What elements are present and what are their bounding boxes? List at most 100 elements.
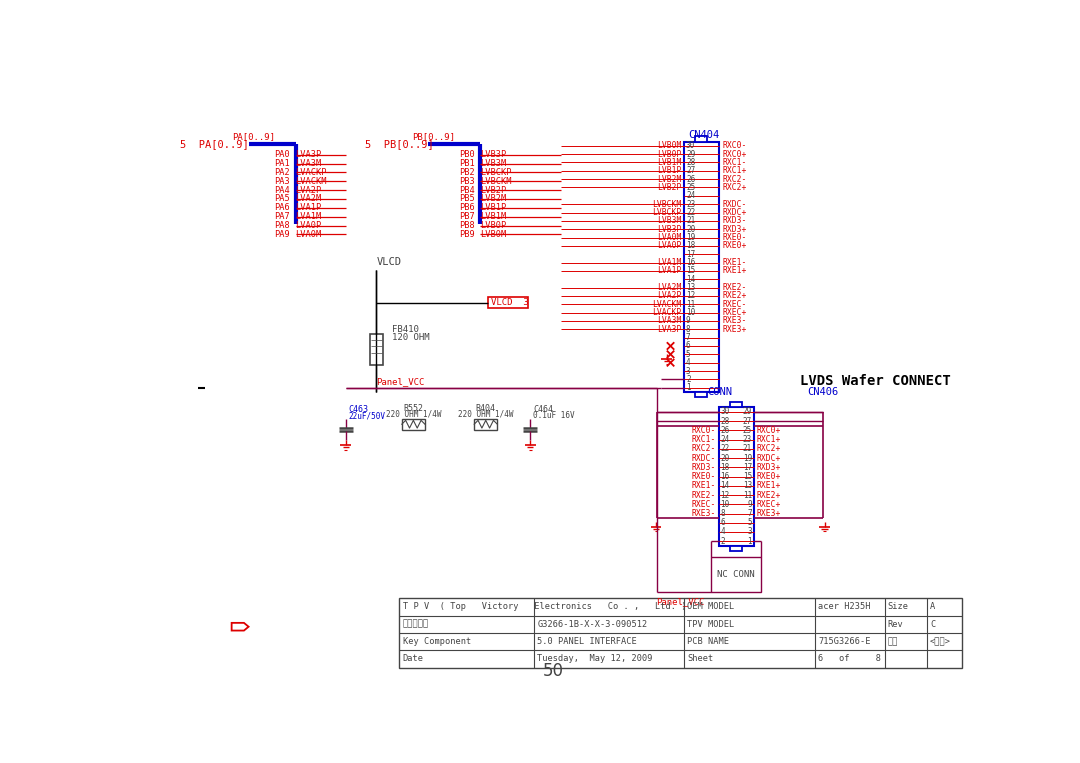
Text: 9: 9 bbox=[747, 500, 752, 509]
Text: 15: 15 bbox=[686, 266, 696, 275]
Text: RXC0-: RXC0- bbox=[691, 426, 716, 435]
Text: 26: 26 bbox=[720, 426, 730, 435]
Text: LVACKP: LVACKP bbox=[652, 308, 681, 317]
Text: 19: 19 bbox=[743, 453, 752, 462]
Text: PB8: PB8 bbox=[459, 221, 474, 230]
Text: LVB0P: LVB0P bbox=[657, 150, 681, 159]
Text: RXE2+: RXE2+ bbox=[723, 291, 746, 301]
Text: PA8: PA8 bbox=[274, 221, 289, 230]
Text: VLCD  3: VLCD 3 bbox=[491, 298, 529, 307]
Text: LVA0M: LVA0M bbox=[657, 233, 681, 242]
Text: RXE3-: RXE3- bbox=[691, 509, 716, 518]
Text: 12: 12 bbox=[720, 491, 730, 500]
Text: LVACKM: LVACKM bbox=[652, 300, 681, 309]
Bar bbox=[370, 334, 382, 365]
Text: 21: 21 bbox=[686, 217, 696, 225]
Text: C: C bbox=[930, 620, 935, 629]
Text: RXE1+: RXE1+ bbox=[757, 481, 781, 491]
Text: Panel_VCC: Panel_VCC bbox=[656, 597, 704, 606]
Text: 28: 28 bbox=[720, 417, 730, 426]
Text: 3: 3 bbox=[747, 527, 752, 536]
Bar bbox=[696, 392, 707, 398]
Text: 10: 10 bbox=[720, 500, 730, 509]
Text: LVA3M: LVA3M bbox=[657, 317, 681, 326]
Text: 26: 26 bbox=[686, 175, 696, 184]
Text: 14: 14 bbox=[720, 481, 730, 491]
Text: 29: 29 bbox=[686, 150, 696, 159]
Text: 5.0 PANEL INTERFACE: 5.0 PANEL INTERFACE bbox=[538, 637, 637, 646]
Text: PA9: PA9 bbox=[274, 230, 289, 239]
Text: Size: Size bbox=[888, 602, 908, 611]
Text: RXDC-: RXDC- bbox=[723, 200, 746, 208]
Text: 9: 9 bbox=[686, 317, 690, 326]
Bar bbox=[712, 558, 761, 592]
Text: RXD3-: RXD3- bbox=[691, 463, 716, 472]
Text: 22uF/50V: 22uF/50V bbox=[349, 411, 386, 420]
Text: LVA1M: LVA1M bbox=[296, 212, 322, 221]
Text: Date: Date bbox=[403, 655, 423, 663]
Text: 13: 13 bbox=[743, 481, 752, 491]
Text: LVB0M: LVB0M bbox=[481, 230, 507, 239]
Text: 28: 28 bbox=[686, 158, 696, 167]
Text: RXE0+: RXE0+ bbox=[723, 241, 746, 250]
Bar bbox=[474, 419, 497, 430]
Text: RXC2-: RXC2- bbox=[723, 175, 746, 184]
Text: RXC2+: RXC2+ bbox=[757, 444, 781, 453]
Text: 5  PB[0..9]: 5 PB[0..9] bbox=[365, 139, 433, 149]
Text: Panel_VCC: Panel_VCC bbox=[377, 378, 424, 386]
Text: PB6: PB6 bbox=[459, 203, 474, 212]
Text: 18: 18 bbox=[720, 463, 730, 472]
Text: PA6: PA6 bbox=[274, 203, 289, 212]
Text: LVA1M: LVA1M bbox=[657, 258, 681, 267]
Text: PA7: PA7 bbox=[274, 212, 289, 221]
Text: CN406: CN406 bbox=[808, 387, 839, 397]
Text: 6: 6 bbox=[686, 342, 690, 350]
Text: 11: 11 bbox=[686, 300, 696, 309]
Text: LVB1M: LVB1M bbox=[481, 212, 507, 221]
Text: LVBCKP: LVBCKP bbox=[652, 208, 681, 217]
Text: PA3: PA3 bbox=[274, 177, 289, 185]
Text: R404: R404 bbox=[475, 404, 496, 413]
Text: RXEC-: RXEC- bbox=[723, 300, 746, 309]
Text: LVA2P: LVA2P bbox=[657, 291, 681, 301]
Text: 29: 29 bbox=[743, 407, 752, 417]
Text: 6: 6 bbox=[720, 518, 725, 527]
Text: LVB3M: LVB3M bbox=[657, 217, 681, 225]
Bar bbox=[719, 407, 754, 546]
Text: CONN: CONN bbox=[707, 387, 732, 397]
Text: NC CONN: NC CONN bbox=[717, 570, 755, 579]
Text: RXE1-: RXE1- bbox=[691, 481, 716, 491]
Text: RXE2-: RXE2- bbox=[723, 283, 746, 292]
Text: LVB2M: LVB2M bbox=[481, 195, 507, 204]
Text: OEM MODEL: OEM MODEL bbox=[688, 602, 734, 611]
Text: VLCD: VLCD bbox=[377, 257, 402, 268]
Text: RXE0-: RXE0- bbox=[723, 233, 746, 242]
Text: RXD3+: RXD3+ bbox=[757, 463, 781, 472]
Text: 批局: 批局 bbox=[888, 637, 899, 646]
Text: 2: 2 bbox=[686, 375, 690, 384]
Text: Rev: Rev bbox=[888, 620, 904, 629]
Text: 4: 4 bbox=[720, 527, 725, 536]
Text: 5  PA[0..9]: 5 PA[0..9] bbox=[180, 139, 248, 149]
Text: 4: 4 bbox=[686, 358, 690, 367]
Polygon shape bbox=[231, 623, 248, 630]
Text: RXC1+: RXC1+ bbox=[757, 435, 781, 444]
Text: RXE1+: RXE1+ bbox=[723, 266, 746, 275]
Text: 5: 5 bbox=[686, 349, 690, 359]
Text: RXC1+: RXC1+ bbox=[723, 166, 746, 175]
Text: 13: 13 bbox=[686, 283, 696, 292]
Text: TPV MODEL: TPV MODEL bbox=[688, 620, 734, 629]
Text: 220 OHM 1/4W: 220 OHM 1/4W bbox=[386, 410, 441, 419]
Text: LVA0P: LVA0P bbox=[296, 221, 322, 230]
Text: RXEC+: RXEC+ bbox=[757, 500, 781, 509]
Text: LVB0M: LVB0M bbox=[657, 141, 681, 150]
Text: 20: 20 bbox=[686, 224, 696, 233]
Text: RXE3-: RXE3- bbox=[723, 317, 746, 326]
Text: LVA0M: LVA0M bbox=[296, 230, 322, 239]
Text: PB5: PB5 bbox=[459, 195, 474, 204]
Text: LVB1P: LVB1P bbox=[657, 166, 681, 175]
Text: C463: C463 bbox=[349, 405, 368, 414]
Text: PB0: PB0 bbox=[459, 150, 474, 159]
Text: 18: 18 bbox=[686, 241, 696, 250]
Text: LVB2P: LVB2P bbox=[481, 185, 507, 195]
